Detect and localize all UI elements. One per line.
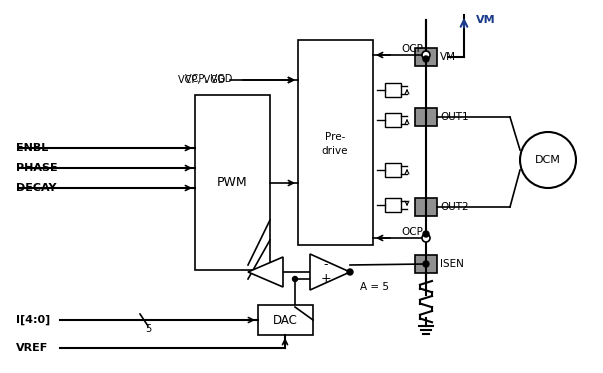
Circle shape xyxy=(347,269,353,275)
Text: OCP: OCP xyxy=(401,44,423,54)
Text: PWM: PWM xyxy=(216,176,247,188)
Bar xyxy=(385,163,401,177)
Bar xyxy=(415,108,437,126)
Text: +: + xyxy=(321,273,331,285)
Text: VM: VM xyxy=(440,52,456,62)
Polygon shape xyxy=(248,257,283,287)
Text: OUT1: OUT1 xyxy=(440,112,469,122)
Bar xyxy=(195,95,270,270)
Bar xyxy=(258,305,313,335)
Bar xyxy=(385,83,401,97)
Text: PHASE: PHASE xyxy=(16,163,58,173)
Text: VREF: VREF xyxy=(16,343,48,353)
Polygon shape xyxy=(310,254,350,290)
Circle shape xyxy=(422,51,430,59)
Text: VM: VM xyxy=(476,15,496,25)
Circle shape xyxy=(520,132,576,188)
Text: VCP, VGD: VCP, VGD xyxy=(185,74,232,84)
Text: DAC: DAC xyxy=(273,313,297,326)
Text: drive: drive xyxy=(322,146,349,156)
Bar xyxy=(415,48,437,66)
Circle shape xyxy=(423,231,429,237)
Text: 5: 5 xyxy=(145,324,151,334)
Circle shape xyxy=(423,261,429,267)
Bar xyxy=(385,113,401,127)
Text: -: - xyxy=(324,258,328,272)
Text: I[4:0]: I[4:0] xyxy=(16,315,50,325)
Text: Pre-: Pre- xyxy=(325,132,345,142)
Circle shape xyxy=(292,276,297,282)
Circle shape xyxy=(423,56,429,62)
Text: DECAY: DECAY xyxy=(16,183,57,193)
Circle shape xyxy=(422,234,430,242)
Bar xyxy=(415,198,437,216)
Bar xyxy=(298,40,373,245)
Text: A = 5: A = 5 xyxy=(360,282,389,292)
Text: VCP, VGD: VCP, VGD xyxy=(178,75,225,85)
Text: OCP: OCP xyxy=(401,227,423,237)
Text: OUT2: OUT2 xyxy=(440,202,469,212)
Bar xyxy=(385,198,401,212)
Bar xyxy=(415,255,437,273)
Text: DCM: DCM xyxy=(535,155,561,165)
Text: ISEN: ISEN xyxy=(440,259,464,269)
Text: ENBL: ENBL xyxy=(16,143,48,153)
